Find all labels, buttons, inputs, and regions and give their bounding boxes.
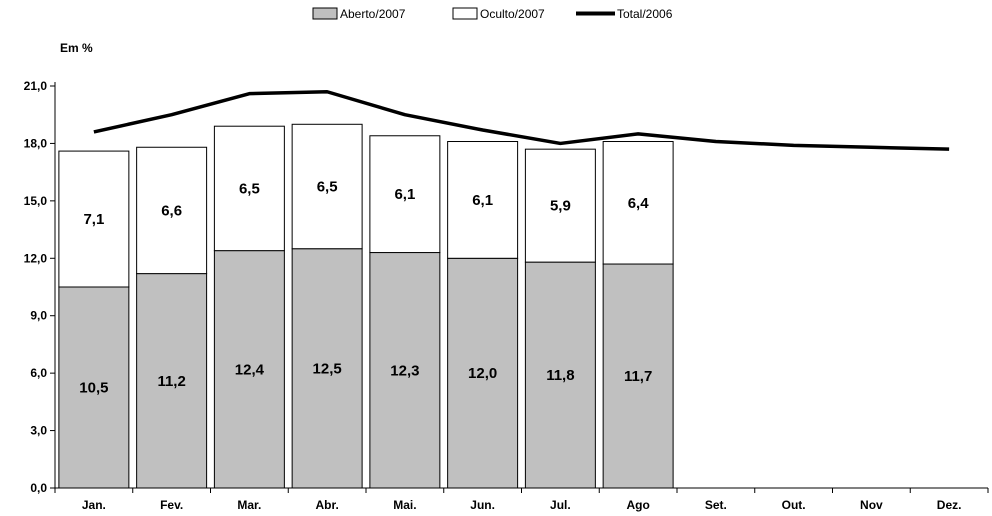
data-label-oculto: 5,9 [550, 198, 571, 215]
y-tick-label: 15,0 [24, 194, 48, 208]
y-tick-label: 3,0 [30, 424, 47, 438]
bar-oculto [136, 146, 208, 275]
bar-oculto [291, 123, 363, 250]
data-label-oculto: 6,1 [394, 186, 415, 203]
bar-aberto [524, 261, 596, 489]
data-label-oculto: 6,4 [628, 195, 650, 212]
legend-swatch-aberto [312, 7, 338, 20]
legend-label-oculto: Oculto/2007 [480, 7, 545, 21]
x-tick-label: Mai. [393, 498, 416, 512]
y-tick-label: 18,0 [24, 136, 48, 150]
bar-oculto [602, 141, 674, 265]
x-tick-label: Mar. [237, 498, 261, 512]
x-tick-label: Jan. [82, 498, 106, 512]
x-tick-label: Abr. [315, 498, 338, 512]
data-label-aberto: 12,3 [390, 362, 419, 379]
bar-labels: 10,5 7,1 11,2 6,6 12,4 6,5 12,5 6,5 12,3 6,1 12,0 6… [79, 179, 652, 397]
x-tick-label: Set. [705, 498, 727, 512]
y-tick-label: 12,0 [24, 251, 48, 265]
bar-oculto [369, 135, 441, 254]
legend: Aberto/2007 Oculto/2007 Total/2006 [312, 7, 673, 21]
x-tick-label: Ago [626, 498, 649, 512]
bar-aberto [369, 252, 441, 489]
data-label-aberto: 11,7 [624, 368, 652, 385]
x-tick-label: Jul. [550, 498, 571, 512]
bars [58, 123, 674, 489]
data-label-aberto: 12,5 [313, 360, 342, 377]
bar-oculto [447, 141, 519, 259]
y-axis-ticks: 0,0 3,0 6,0 9,0 12,0 15,0 18,0 21,0 [24, 79, 55, 495]
legend-label-aberto: Aberto/2007 [340, 7, 406, 21]
bar-aberto [58, 286, 130, 489]
bar-oculto [58, 150, 130, 288]
y-tick-label: 9,0 [30, 309, 47, 323]
total-line-layer [93, 89, 950, 151]
y-tick-label: 21,0 [24, 79, 48, 93]
bar-oculto [213, 125, 285, 252]
x-tick-label: Nov [860, 498, 883, 512]
x-tick-label: Dez. [937, 498, 962, 512]
data-label-aberto: 12,4 [235, 361, 265, 378]
data-label-oculto: 6,5 [239, 180, 260, 197]
data-label-oculto: 6,1 [472, 192, 493, 209]
x-tick-label: Jun. [470, 498, 495, 512]
y-tick-label: 6,0 [30, 366, 47, 380]
data-label-oculto: 7,1 [83, 211, 104, 228]
bar-aberto [602, 263, 674, 489]
x-axis-ticks: Jan. Fev. Mar. Abr. Mai. Jun. Jul. Ago Set. Out. N… [54, 488, 989, 512]
data-label-aberto: 11,2 [157, 373, 185, 390]
data-label-aberto: 11,8 [546, 367, 574, 384]
x-tick-label: Out. [782, 498, 806, 512]
bar-oculto [524, 148, 596, 263]
data-label-oculto: 6,6 [161, 202, 182, 219]
legend-label-total: Total/2006 [617, 7, 673, 21]
x-tick-label: Fev. [160, 498, 183, 512]
data-label-aberto: 12,0 [468, 365, 497, 382]
data-label-oculto: 6,5 [317, 179, 338, 196]
y-tick-label: 0,0 [30, 481, 47, 495]
y-axis-unit-label: Em % [60, 41, 93, 55]
data-label-aberto: 10,5 [79, 380, 108, 397]
legend-swatch-oculto [452, 7, 478, 20]
total-2006-line [93, 89, 950, 151]
